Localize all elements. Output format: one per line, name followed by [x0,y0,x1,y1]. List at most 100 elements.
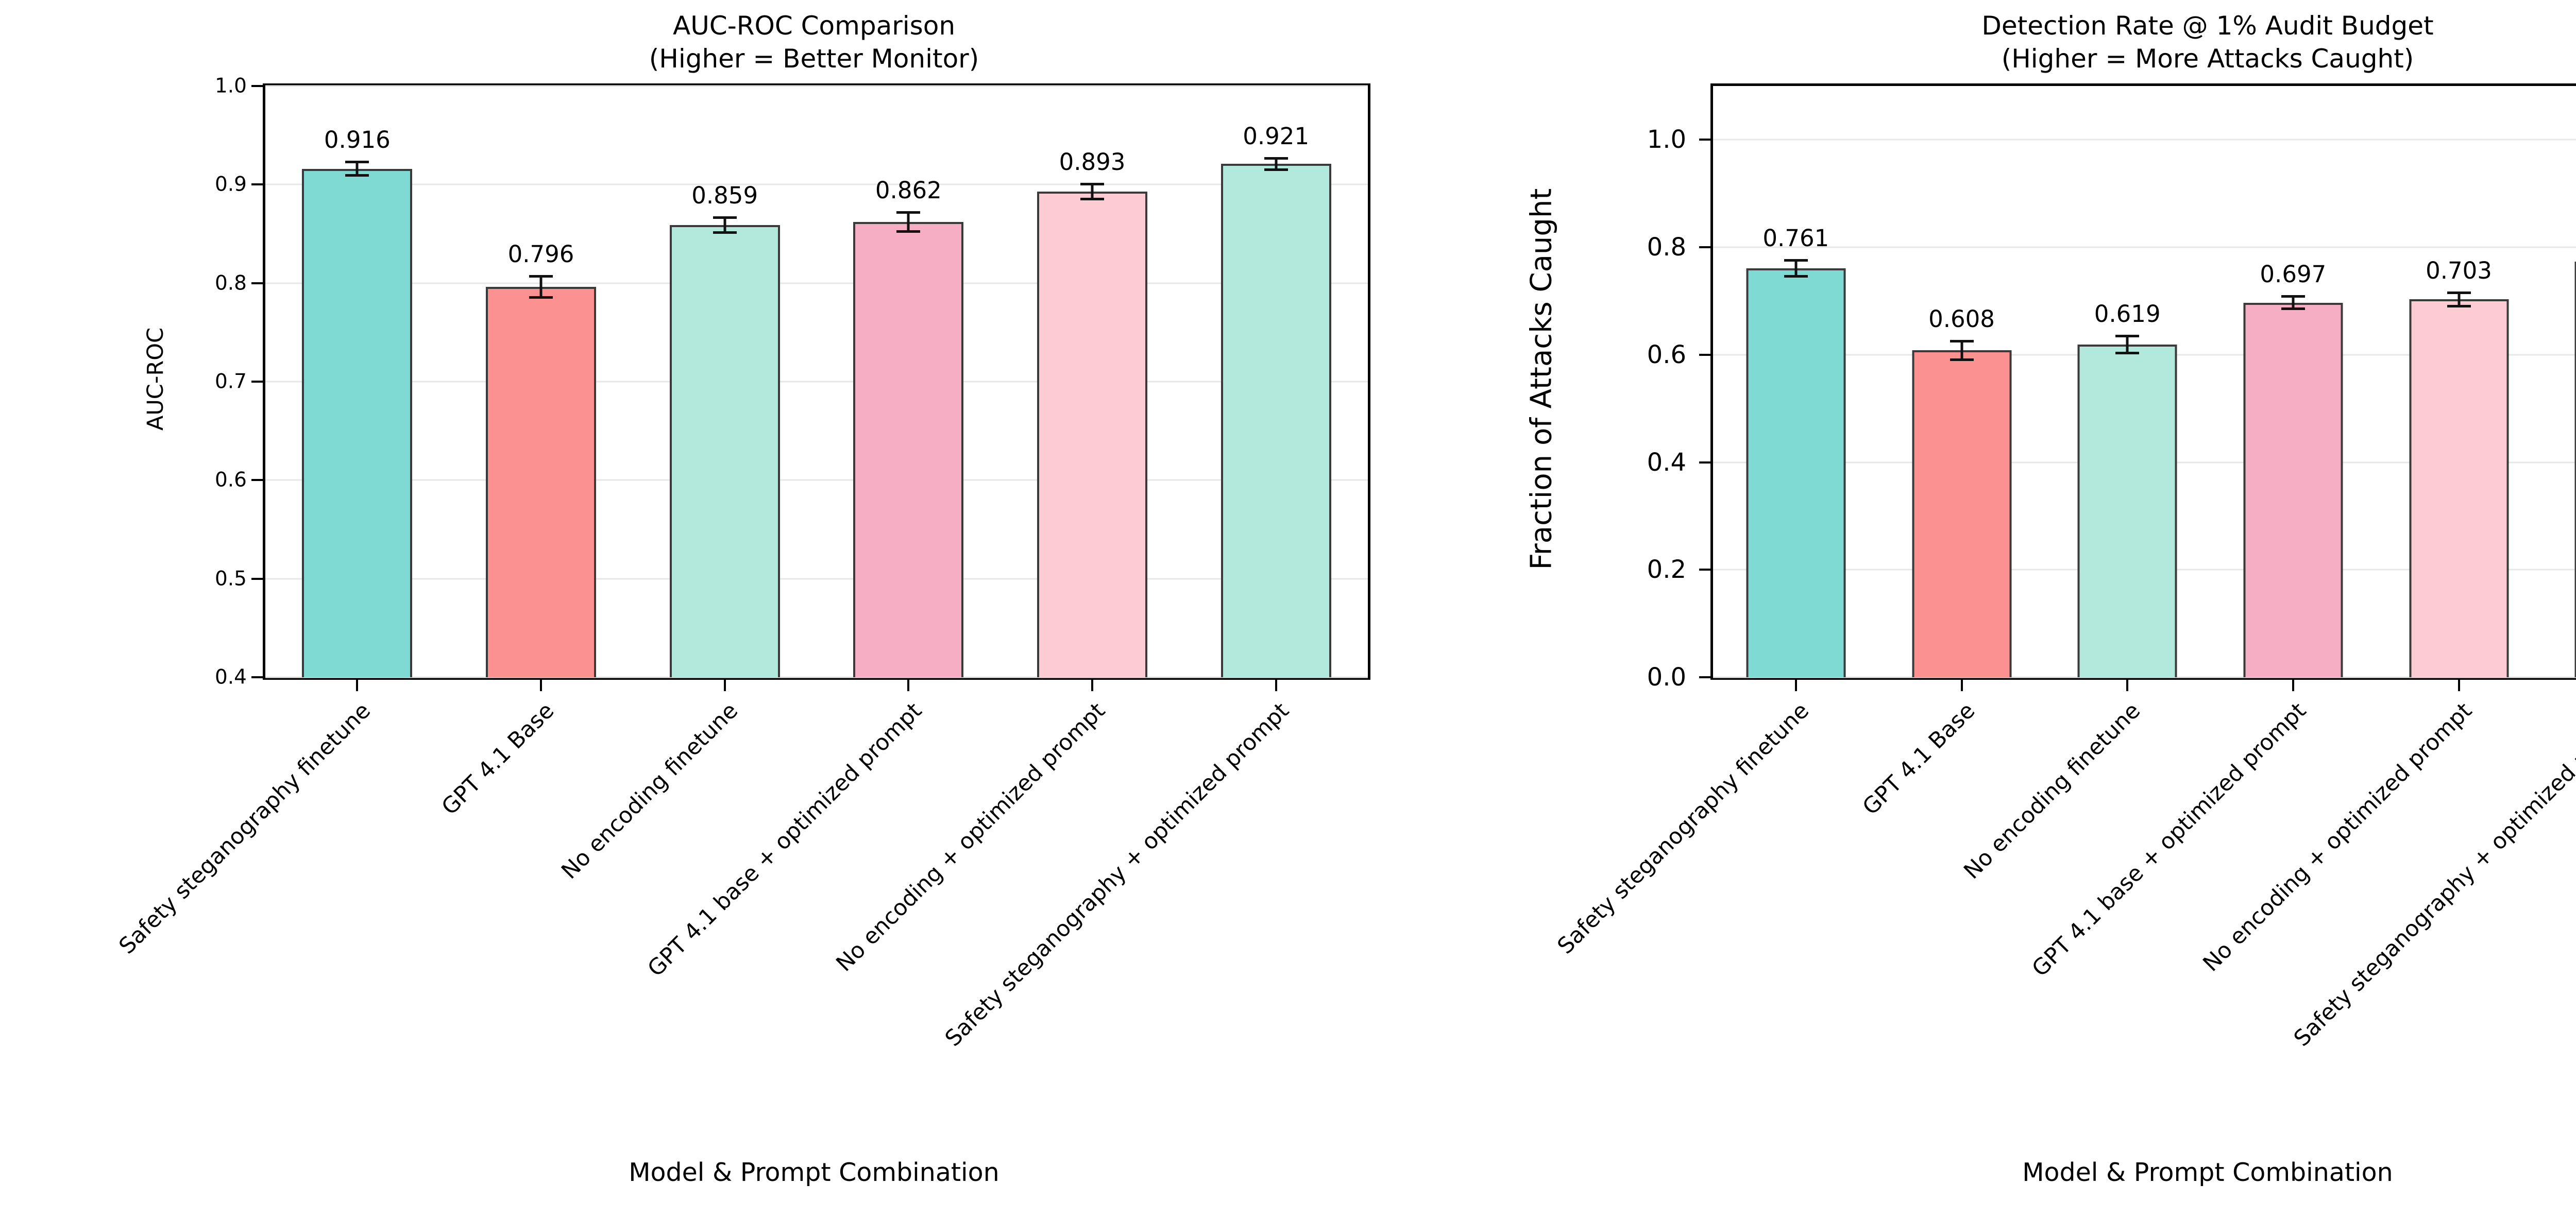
x-tick-mark [1275,680,1277,691]
bar [2574,262,2576,677]
bar [2077,345,2177,677]
x-tick-mark [2126,680,2129,691]
gridline [1713,676,2576,678]
error-bar-line [1960,339,1963,362]
x-tick-mark [540,680,542,691]
x-tick-label: No encoding finetune [1959,698,2146,884]
x-tick-mark [723,680,726,691]
y-tick-mark [1699,676,1710,678]
bar [1746,268,1846,677]
bar-value-label: 0.893 [1059,148,1126,176]
y-tick-mark [1699,569,1710,571]
chart-subtitle: (Higher = Better Monitor) [649,44,979,74]
y-tick-label: 0.8 [214,271,247,295]
error-bar-cap-bottom [529,296,553,299]
gridline [1713,246,2576,248]
error-bar-line [1091,182,1094,200]
y-tick-label: 0.9 [214,173,247,196]
plot-area: 0.0 0.2 0.4 0.6 0.8 1.0 0.761 Safety steganogra… [1553,83,2576,1052]
y-tick-mark [251,676,263,678]
y-tick-mark [251,183,263,186]
bar [302,168,413,677]
error-bar-line [355,161,359,177]
y-tick-label: 0.4 [214,665,247,689]
bar [1221,164,1331,677]
bar [1037,191,1147,677]
bar-value-label: 0.703 [2426,256,2492,284]
bar-value-label: 0.761 [1762,225,1829,252]
error-bar-cap-bottom [345,174,369,177]
bar-value-label: 0.697 [2260,260,2327,288]
error-bar-cap-bottom [1784,275,1808,278]
error-bar-cap-bottom [2281,307,2305,311]
bar [1912,350,2011,677]
error-bar [1784,259,1808,278]
x-tick-label: GPT 4.1 Base [1857,698,1980,820]
error-bar-line [907,211,910,233]
y-tick-mark [1699,353,1710,356]
error-bar-line [2126,335,2129,354]
x-tick-mark [1960,680,1963,691]
gridline [265,479,1368,481]
y-tick-mark [1699,139,1710,141]
y-tick-label: 0.6 [214,468,247,492]
x-tick-label: Safety steganography finetune [1552,698,1815,959]
bar-value-label: 0.859 [691,181,758,209]
error-bar [713,216,737,234]
chart-title-line1: Detection Rate @ 1% Audit Budget [1981,11,2434,41]
x-tick-label: GPT 4.1 base + optimized prompt [2027,698,2312,982]
y-tick-mark [251,282,263,284]
x-tick-mark [907,680,910,691]
error-bar [345,161,369,177]
error-bar-cap-bottom [896,230,921,233]
y-tick-label: 0.0 [1647,663,1686,692]
y-tick-mark [251,85,263,87]
error-bar [896,211,921,233]
error-bar [1950,339,1974,362]
y-tick-mark [1699,461,1710,464]
gridline [265,578,1368,580]
chart-title: Detection Rate @ 1% Audit Budget (Higher… [1710,9,2576,75]
y-tick-mark [251,577,263,580]
x-tick-mark [1794,680,1797,691]
gridline [1713,139,2576,141]
x-tick-mark [2458,680,2460,691]
error-bar-cap-bottom [1950,358,1974,362]
error-bar-cap-bottom [1264,168,1288,171]
bar-value-label: 0.619 [2094,300,2161,328]
error-bar-line [2458,291,2460,307]
bar [853,222,964,677]
y-tick-mark [1699,246,1710,249]
bar-value-label: 0.796 [507,241,574,268]
chart-title: AUC-ROC Comparison (Higher = Better Moni… [263,9,1365,75]
error-bar [529,275,553,299]
bar [2243,302,2343,677]
bar-value-label: 0.921 [1243,122,1310,150]
y-tick-label: 1.0 [1647,125,1686,155]
error-bar [1080,182,1104,200]
y-tick-label: 0.6 [1647,340,1686,369]
error-bar [1264,157,1288,171]
y-tick-label: 0.7 [214,370,247,393]
error-bar [2115,335,2140,354]
y-tick-label: 0.5 [214,567,247,591]
error-bar-cap-bottom [2447,304,2471,307]
x-tick-label: No encoding + optimized prompt [2198,698,2477,977]
error-bar-line [2292,295,2295,311]
error-bar-cap-bottom [713,231,737,234]
y-axis-label: Fraction of Attacks Caught [1524,188,1558,570]
x-tick-mark [1091,680,1093,691]
y-tick-label: 1.0 [214,74,247,98]
bar [486,287,596,677]
error-bar-line [723,216,726,234]
y-tick-label: 0.4 [1647,448,1686,477]
plot-area: 0.4 0.5 0.6 0.7 0.8 0.9 1.0 0.916 Safety stegano… [114,75,1370,1052]
bar-value-label: 0.862 [875,177,942,204]
error-bar-cap-bottom [1080,197,1104,200]
gridline [265,381,1368,383]
gridline [265,183,1368,185]
y-tick-label: 0.2 [1647,555,1686,585]
